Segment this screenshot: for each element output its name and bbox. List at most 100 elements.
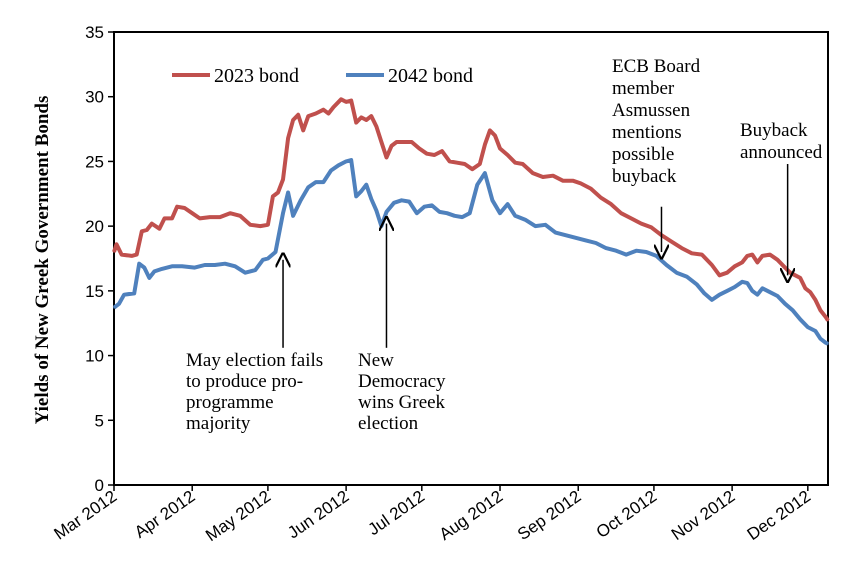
y-tick-label: 25 bbox=[85, 152, 104, 171]
data-point bbox=[365, 183, 368, 186]
data-point bbox=[471, 168, 474, 170]
data-point bbox=[360, 190, 363, 192]
data-point bbox=[219, 216, 221, 218]
data-point bbox=[554, 231, 557, 234]
data-point bbox=[615, 249, 617, 252]
data-point bbox=[191, 212, 193, 214]
data-point bbox=[756, 261, 759, 264]
data-point bbox=[438, 211, 441, 213]
annotation-text: Buyback announced bbox=[740, 120, 823, 163]
data-point bbox=[809, 291, 812, 294]
annotation-3: ECB Board member Asmussen mentions possible b… bbox=[612, 56, 701, 252]
data-point bbox=[468, 212, 471, 214]
data-point bbox=[262, 259, 264, 261]
data-point bbox=[400, 199, 403, 202]
data-point bbox=[784, 266, 786, 269]
data-point bbox=[675, 271, 678, 274]
data-point bbox=[769, 253, 771, 256]
data-point bbox=[287, 137, 289, 139]
data-point bbox=[733, 265, 736, 268]
data-point bbox=[769, 291, 771, 294]
x-tick-label: Aug 2012 bbox=[436, 487, 507, 544]
data-point bbox=[463, 163, 466, 165]
data-point bbox=[113, 251, 115, 253]
legend-label-2042: 2042 bond bbox=[388, 65, 473, 87]
data-point bbox=[408, 200, 411, 203]
data-point bbox=[506, 154, 509, 156]
x-tick-label: Dec 2012 bbox=[744, 487, 815, 544]
data-point bbox=[135, 253, 138, 256]
data-point bbox=[350, 159, 353, 161]
x-tick-label: Jun 2012 bbox=[284, 487, 352, 543]
data-point bbox=[605, 247, 607, 249]
annotation-line: possible bbox=[612, 144, 674, 165]
data-point bbox=[484, 143, 486, 146]
plot-area bbox=[113, 31, 829, 486]
annotation-text: May election fails to produce pro-program… bbox=[186, 350, 323, 434]
data-point bbox=[418, 147, 421, 150]
data-point bbox=[249, 224, 251, 226]
data-point bbox=[514, 161, 516, 164]
data-point bbox=[741, 281, 743, 283]
data-point bbox=[332, 106, 335, 108]
data-point bbox=[585, 239, 587, 242]
data-point bbox=[489, 129, 491, 132]
data-point bbox=[804, 287, 807, 290]
legend-label-2023: 2023 bond bbox=[214, 65, 299, 87]
annotation-layer: May election fails to produce pro-program… bbox=[186, 56, 823, 434]
data-point bbox=[153, 270, 156, 273]
data-point bbox=[426, 152, 428, 155]
data-point bbox=[776, 259, 779, 261]
data-point bbox=[171, 265, 173, 268]
data-point bbox=[118, 303, 120, 305]
x-tick-label: Jul 2012 bbox=[365, 487, 429, 539]
data-point bbox=[355, 195, 358, 198]
data-point bbox=[267, 257, 269, 260]
data-point bbox=[499, 212, 501, 214]
data-point bbox=[375, 125, 378, 128]
data-point bbox=[665, 264, 668, 266]
data-point bbox=[330, 169, 332, 172]
data-point bbox=[146, 229, 148, 231]
data-point bbox=[239, 215, 241, 217]
data-point bbox=[133, 292, 135, 295]
data-point bbox=[564, 234, 567, 236]
data-point bbox=[494, 134, 496, 137]
data-point bbox=[148, 277, 151, 279]
data-point bbox=[701, 253, 703, 256]
annotation-line: buyback bbox=[612, 166, 677, 187]
data-point bbox=[824, 341, 827, 344]
y-tick-label: 20 bbox=[85, 217, 104, 236]
data-point bbox=[193, 266, 196, 269]
annotation-line: Democracy bbox=[358, 371, 446, 392]
data-point bbox=[453, 215, 456, 217]
data-point bbox=[307, 186, 310, 189]
annotation-line: Asmussen bbox=[612, 100, 691, 121]
data-point bbox=[322, 181, 325, 183]
data-point bbox=[814, 299, 817, 301]
annotation-line: Buyback bbox=[740, 120, 808, 141]
data-point bbox=[680, 247, 683, 249]
data-point bbox=[274, 251, 277, 253]
data-point bbox=[552, 174, 554, 177]
data-point bbox=[224, 262, 226, 265]
x-tick-label: May 2012 bbox=[202, 487, 274, 545]
data-point bbox=[307, 115, 310, 117]
data-point bbox=[365, 119, 368, 121]
annotation-line: member bbox=[612, 78, 675, 99]
data-point bbox=[499, 147, 501, 150]
data-point bbox=[315, 181, 317, 183]
data-point bbox=[746, 255, 749, 257]
data-point bbox=[345, 101, 347, 103]
data-point bbox=[476, 183, 479, 186]
annotation-line: May election fails bbox=[186, 350, 323, 371]
data-point bbox=[600, 196, 602, 199]
data-point bbox=[733, 286, 736, 288]
data-point bbox=[151, 222, 153, 225]
y-tick-label: 5 bbox=[95, 411, 104, 430]
data-point bbox=[393, 202, 395, 204]
data-point bbox=[691, 252, 693, 255]
data-point bbox=[711, 264, 713, 266]
data-point bbox=[433, 154, 436, 156]
data-point bbox=[461, 216, 464, 218]
